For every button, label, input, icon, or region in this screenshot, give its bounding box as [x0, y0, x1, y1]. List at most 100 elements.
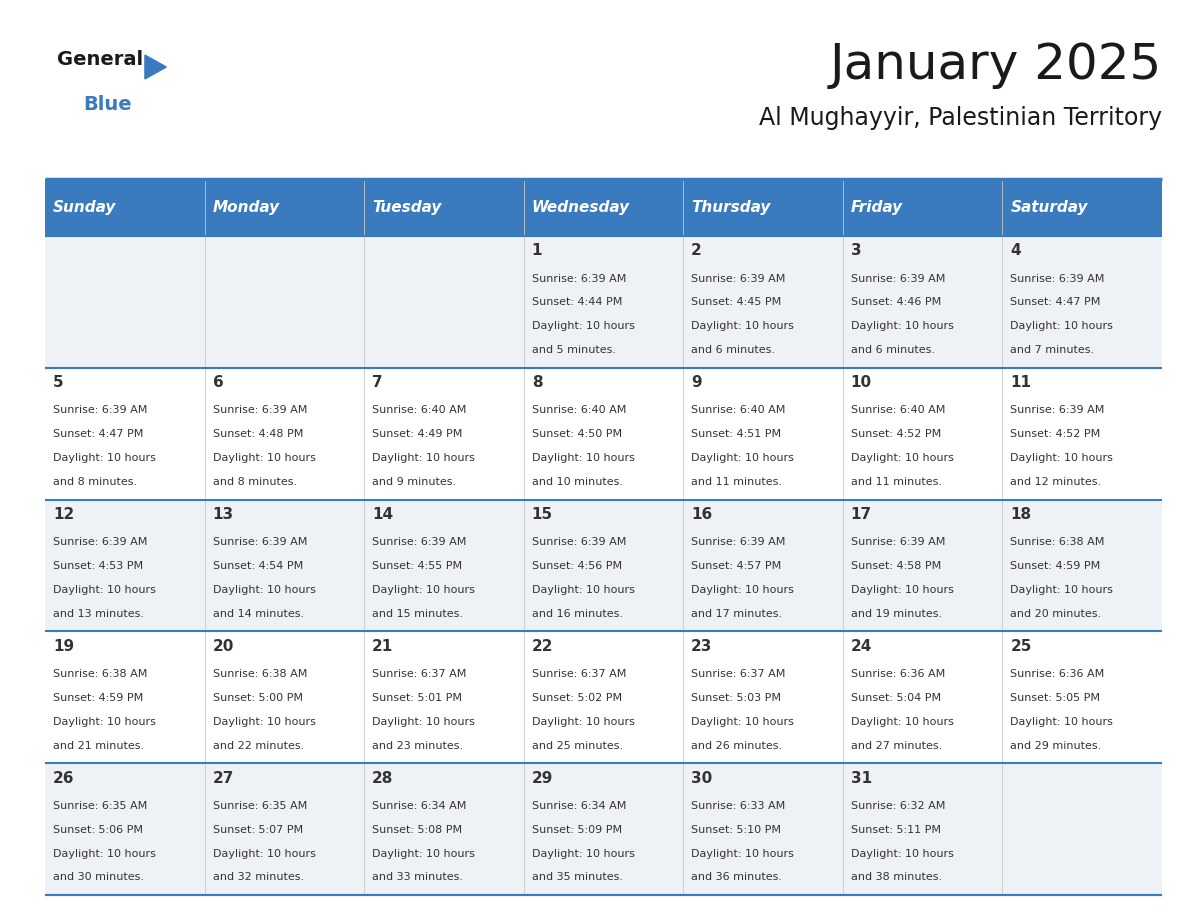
Text: and 8 minutes.: and 8 minutes.	[213, 477, 297, 487]
Text: Sunset: 4:52 PM: Sunset: 4:52 PM	[851, 430, 941, 439]
Text: Sunset: 4:44 PM: Sunset: 4:44 PM	[532, 297, 623, 308]
Text: Sunset: 5:11 PM: Sunset: 5:11 PM	[851, 824, 941, 834]
Text: Sunrise: 6:36 AM: Sunrise: 6:36 AM	[851, 669, 944, 679]
Text: Sunday: Sunday	[53, 200, 116, 215]
Text: Sunrise: 6:39 AM: Sunrise: 6:39 AM	[213, 406, 307, 415]
Text: 24: 24	[851, 639, 872, 654]
Bar	[45, 368, 204, 499]
Bar	[45, 179, 204, 236]
Text: 2: 2	[691, 243, 702, 258]
Text: 12: 12	[53, 507, 75, 522]
Text: Sunrise: 6:34 AM: Sunrise: 6:34 AM	[372, 800, 467, 811]
Bar	[524, 236, 683, 368]
Text: Sunset: 5:08 PM: Sunset: 5:08 PM	[372, 824, 462, 834]
Text: Sunset: 5:04 PM: Sunset: 5:04 PM	[851, 693, 941, 703]
Text: and 6 minutes.: and 6 minutes.	[691, 345, 776, 355]
Text: Daylight: 10 hours: Daylight: 10 hours	[213, 585, 316, 595]
Text: Daylight: 10 hours: Daylight: 10 hours	[1010, 453, 1113, 463]
Bar	[683, 763, 842, 895]
Text: Friday: Friday	[851, 200, 903, 215]
Text: Daylight: 10 hours: Daylight: 10 hours	[532, 321, 634, 331]
Text: Sunrise: 6:35 AM: Sunrise: 6:35 AM	[53, 800, 147, 811]
Text: Sunrise: 6:39 AM: Sunrise: 6:39 AM	[372, 537, 467, 547]
Bar	[842, 499, 1003, 632]
Bar	[1003, 179, 1162, 236]
Text: 14: 14	[372, 507, 393, 522]
Text: Sunset: 5:10 PM: Sunset: 5:10 PM	[691, 824, 782, 834]
Text: Sunset: 4:58 PM: Sunset: 4:58 PM	[851, 561, 941, 571]
Bar	[683, 632, 842, 763]
Text: Sunrise: 6:39 AM: Sunrise: 6:39 AM	[532, 274, 626, 284]
Bar	[45, 499, 204, 632]
Text: Sunset: 5:05 PM: Sunset: 5:05 PM	[1010, 693, 1100, 703]
Text: Daylight: 10 hours: Daylight: 10 hours	[532, 453, 634, 463]
Bar	[683, 499, 842, 632]
Text: and 11 minutes.: and 11 minutes.	[691, 477, 782, 487]
Text: Sunrise: 6:35 AM: Sunrise: 6:35 AM	[213, 800, 307, 811]
Text: 28: 28	[372, 770, 393, 786]
Text: Daylight: 10 hours: Daylight: 10 hours	[532, 585, 634, 595]
Text: Daylight: 10 hours: Daylight: 10 hours	[372, 585, 475, 595]
Text: Sunset: 5:01 PM: Sunset: 5:01 PM	[372, 693, 462, 703]
Text: 22: 22	[532, 639, 554, 654]
Text: Daylight: 10 hours: Daylight: 10 hours	[372, 717, 475, 727]
Bar	[842, 632, 1003, 763]
Bar	[1003, 499, 1162, 632]
Bar	[45, 632, 204, 763]
Text: Sunset: 4:47 PM: Sunset: 4:47 PM	[1010, 297, 1101, 308]
Text: Daylight: 10 hours: Daylight: 10 hours	[53, 717, 156, 727]
Text: and 9 minutes.: and 9 minutes.	[372, 477, 456, 487]
Text: and 25 minutes.: and 25 minutes.	[532, 741, 623, 751]
Bar	[365, 499, 524, 632]
Text: Sunset: 4:50 PM: Sunset: 4:50 PM	[532, 430, 621, 439]
Bar	[365, 632, 524, 763]
Text: Sunset: 4:56 PM: Sunset: 4:56 PM	[532, 561, 621, 571]
Bar	[1003, 632, 1162, 763]
Bar	[204, 763, 365, 895]
Text: Daylight: 10 hours: Daylight: 10 hours	[372, 453, 475, 463]
Text: Sunrise: 6:39 AM: Sunrise: 6:39 AM	[213, 537, 307, 547]
Text: 20: 20	[213, 639, 234, 654]
Text: Daylight: 10 hours: Daylight: 10 hours	[53, 848, 156, 858]
Text: Sunrise: 6:39 AM: Sunrise: 6:39 AM	[851, 537, 946, 547]
Bar	[683, 368, 842, 499]
Text: Daylight: 10 hours: Daylight: 10 hours	[532, 717, 634, 727]
Text: Tuesday: Tuesday	[372, 200, 442, 215]
Text: Sunrise: 6:37 AM: Sunrise: 6:37 AM	[532, 669, 626, 679]
Text: Sunrise: 6:38 AM: Sunrise: 6:38 AM	[1010, 537, 1105, 547]
Text: Daylight: 10 hours: Daylight: 10 hours	[53, 585, 156, 595]
Bar	[204, 632, 365, 763]
Text: Daylight: 10 hours: Daylight: 10 hours	[53, 453, 156, 463]
Bar	[1003, 236, 1162, 368]
Text: Daylight: 10 hours: Daylight: 10 hours	[1010, 585, 1113, 595]
Bar	[204, 179, 365, 236]
Text: 16: 16	[691, 507, 713, 522]
Text: Sunset: 4:59 PM: Sunset: 4:59 PM	[53, 693, 144, 703]
Bar	[365, 368, 524, 499]
Text: Sunset: 4:49 PM: Sunset: 4:49 PM	[372, 430, 462, 439]
Text: Sunrise: 6:40 AM: Sunrise: 6:40 AM	[851, 406, 946, 415]
Text: Sunset: 4:57 PM: Sunset: 4:57 PM	[691, 561, 782, 571]
Bar	[683, 236, 842, 368]
Text: and 36 minutes.: and 36 minutes.	[691, 872, 782, 882]
Text: Sunrise: 6:36 AM: Sunrise: 6:36 AM	[1010, 669, 1105, 679]
Bar	[204, 236, 365, 368]
Text: Daylight: 10 hours: Daylight: 10 hours	[532, 848, 634, 858]
Text: Thursday: Thursday	[691, 200, 771, 215]
Text: Sunset: 4:55 PM: Sunset: 4:55 PM	[372, 561, 462, 571]
Text: 11: 11	[1010, 375, 1031, 390]
Text: Sunrise: 6:40 AM: Sunrise: 6:40 AM	[372, 406, 467, 415]
Bar	[842, 236, 1003, 368]
Text: Sunrise: 6:39 AM: Sunrise: 6:39 AM	[691, 537, 785, 547]
Text: Sunset: 5:02 PM: Sunset: 5:02 PM	[532, 693, 621, 703]
Text: and 7 minutes.: and 7 minutes.	[1010, 345, 1094, 355]
Text: Sunrise: 6:34 AM: Sunrise: 6:34 AM	[532, 800, 626, 811]
Text: Daylight: 10 hours: Daylight: 10 hours	[213, 453, 316, 463]
Text: and 35 minutes.: and 35 minutes.	[532, 872, 623, 882]
Text: Sunset: 4:52 PM: Sunset: 4:52 PM	[1010, 430, 1100, 439]
Text: Sunset: 4:48 PM: Sunset: 4:48 PM	[213, 430, 303, 439]
Text: Daylight: 10 hours: Daylight: 10 hours	[213, 848, 316, 858]
Text: and 16 minutes.: and 16 minutes.	[532, 609, 623, 619]
Text: Blue: Blue	[83, 95, 132, 114]
Bar	[524, 499, 683, 632]
